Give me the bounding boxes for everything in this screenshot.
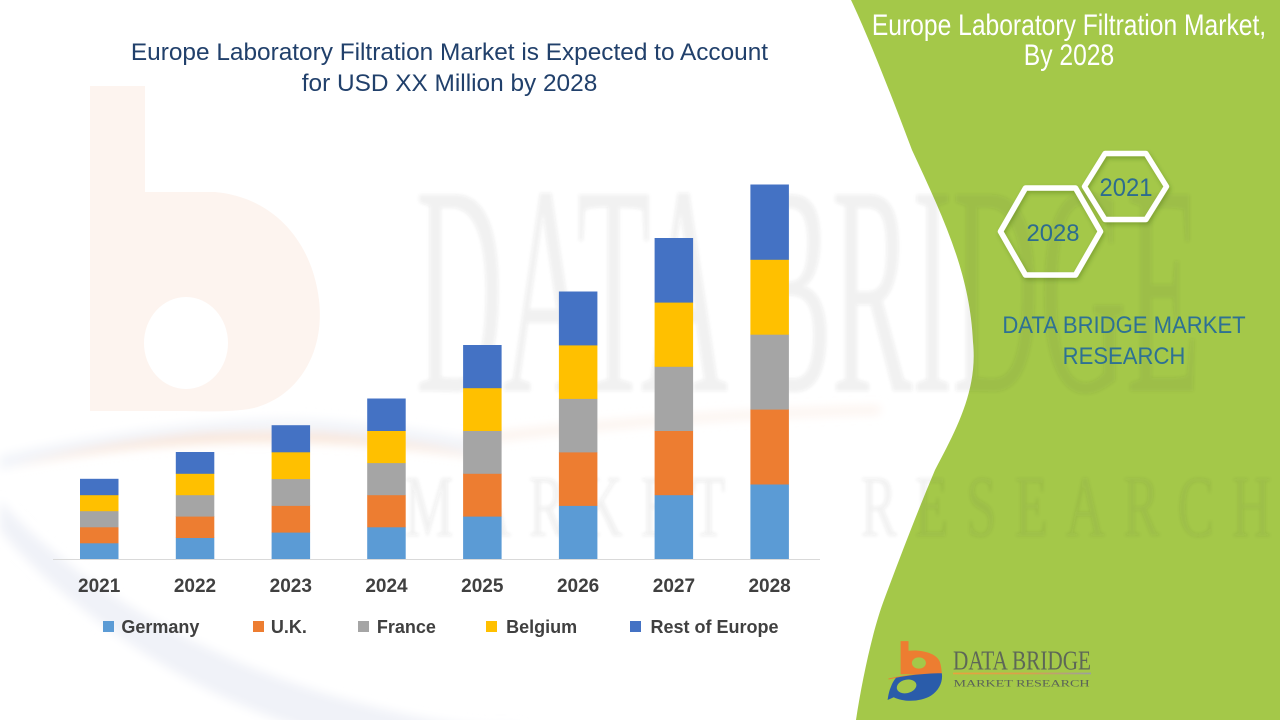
svg-text:MARKET RESEARCH: MARKET RESEARCH — [405, 458, 1280, 555]
svg-text:2021: 2021 — [1100, 174, 1153, 202]
svg-text:MARKET RESEARCH: MARKET RESEARCH — [954, 679, 1091, 689]
svg-text:DATA BRIDGE: DATA BRIDGE — [953, 646, 1091, 676]
svg-text:2028: 2028 — [1027, 220, 1080, 247]
svg-text:DATA BRIDGE: DATA BRIDGE — [416, 125, 1200, 457]
